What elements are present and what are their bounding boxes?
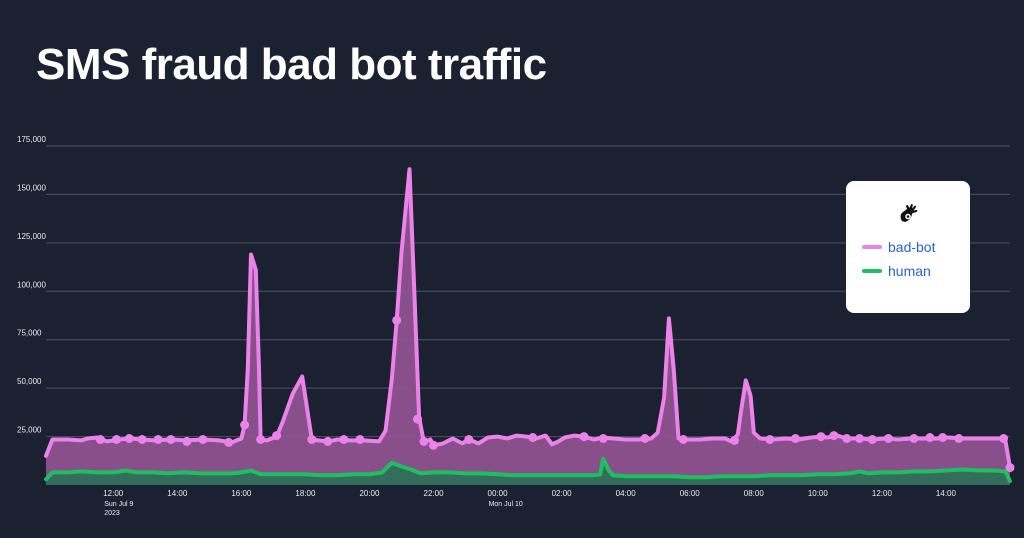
- marker-bad-bot: [355, 435, 365, 444]
- y-tick-label: 75,000: [17, 329, 42, 338]
- marker-bad-bot: [765, 435, 775, 444]
- legend: bad-bot human: [846, 181, 970, 313]
- x-tick-sublabel: Mon Jul 10: [489, 501, 523, 508]
- x-tick-label: 18:00: [295, 489, 316, 498]
- x-tick-label: 14:00: [167, 489, 188, 498]
- x-tick-label: 14:00: [936, 489, 957, 498]
- marker-bad-bot: [909, 434, 919, 443]
- marker-bad-bot: [1005, 463, 1015, 473]
- legend-label: bad-bot: [888, 239, 936, 255]
- marker-bad-bot: [95, 435, 105, 444]
- marker-bad-bot: [883, 434, 893, 443]
- legend-swatch-human: [862, 269, 882, 273]
- y-tick-label: 50,000: [17, 377, 42, 386]
- marker-bad-bot: [999, 434, 1009, 443]
- marker-bad-bot: [855, 434, 864, 443]
- x-tick-label: 22:00: [424, 489, 445, 498]
- marker-bad-bot: [392, 315, 402, 325]
- marker-bad-bot: [413, 414, 422, 424]
- marker-bad-bot: [790, 434, 800, 443]
- marker-bad-bot: [829, 431, 839, 441]
- chart-title: SMS fraud bad bot traffic: [36, 40, 547, 89]
- marker-bad-bot: [272, 431, 282, 441]
- legend-swatch-bad-bot: [862, 245, 882, 249]
- marker-bad-bot: [224, 437, 234, 447]
- marker-bad-bot: [323, 436, 333, 446]
- marker-bad-bot: [419, 436, 429, 446]
- marker-bad-bot: [954, 434, 964, 443]
- area-bad-bot: [46, 169, 1010, 485]
- y-tick-label: 175,000: [17, 135, 46, 144]
- x-tick-label: 04:00: [616, 489, 637, 498]
- y-tick-label: 100,000: [17, 280, 46, 289]
- x-tick-sublabel: Sun Jul 9: [104, 501, 133, 508]
- marker-bad-bot: [579, 432, 589, 442]
- marker-bad-bot: [124, 434, 134, 443]
- marker-bad-bot: [678, 435, 688, 444]
- marker-bad-bot: [867, 435, 877, 444]
- y-tick-label: 150,000: [17, 183, 46, 192]
- marker-bad-bot: [198, 435, 208, 444]
- marker-bad-bot: [938, 433, 948, 442]
- x-tick-label: 08:00: [744, 489, 765, 498]
- legend-item-human[interactable]: human: [862, 261, 970, 281]
- marker-bad-bot: [816, 432, 826, 442]
- x-tick-label: 02:00: [552, 489, 573, 498]
- x-tick-label: 20:00: [359, 489, 380, 498]
- marker-bad-bot: [166, 435, 176, 444]
- legend-item-bad-bot[interactable]: bad-bot: [862, 237, 970, 257]
- x-axis-ticks: 12:00 Sun Jul 9 2023 14:00 16:00 18:00 20:00 22…: [103, 489, 956, 517]
- marker-bad-bot: [137, 435, 147, 444]
- x-tick-label: 10:00: [808, 489, 829, 498]
- marker-bad-bot: [598, 434, 608, 443]
- line-bad-bot: [44, 167, 1012, 470]
- y-tick-label: 125,000: [17, 232, 46, 241]
- x-tick-label: 06:00: [680, 489, 701, 498]
- line-human: [44, 456, 1012, 484]
- y-axis-ticks: 25,000 50,000 75,000 100,000 125,000 150,000 1…: [17, 135, 46, 435]
- legend-label: human: [888, 263, 931, 279]
- marker-bad-bot: [528, 433, 538, 442]
- marker-bad-bot: [339, 435, 349, 444]
- marker-bad-bot: [153, 435, 163, 444]
- marker-bad-bot: [730, 435, 740, 445]
- x-tick-label: 16:00: [231, 489, 252, 498]
- area-human: [46, 458, 1010, 485]
- x-tick-label: 12:00: [103, 489, 124, 498]
- x-tick-label: 12:00: [872, 489, 893, 498]
- marker-bad-bot: [182, 436, 192, 446]
- marker-bad-bot: [307, 435, 317, 444]
- marker-bad-bot: [842, 434, 852, 443]
- x-tick-sublabel: 2023: [104, 510, 120, 517]
- marker-bad-bot: [925, 433, 935, 442]
- marker-bad-bot: [240, 420, 250, 430]
- marker-bad-bot: [256, 435, 266, 444]
- marker-bad-bot: [640, 434, 650, 443]
- hand-logo-icon: [900, 203, 918, 222]
- marker-bad-bot: [112, 435, 121, 444]
- marker-bad-bot: [464, 435, 474, 444]
- series-layer: [44, 167, 1015, 485]
- marker-bad-bot: [429, 440, 438, 450]
- y-tick-label: 25,000: [17, 426, 42, 435]
- x-tick-label: 00:00: [488, 489, 509, 498]
